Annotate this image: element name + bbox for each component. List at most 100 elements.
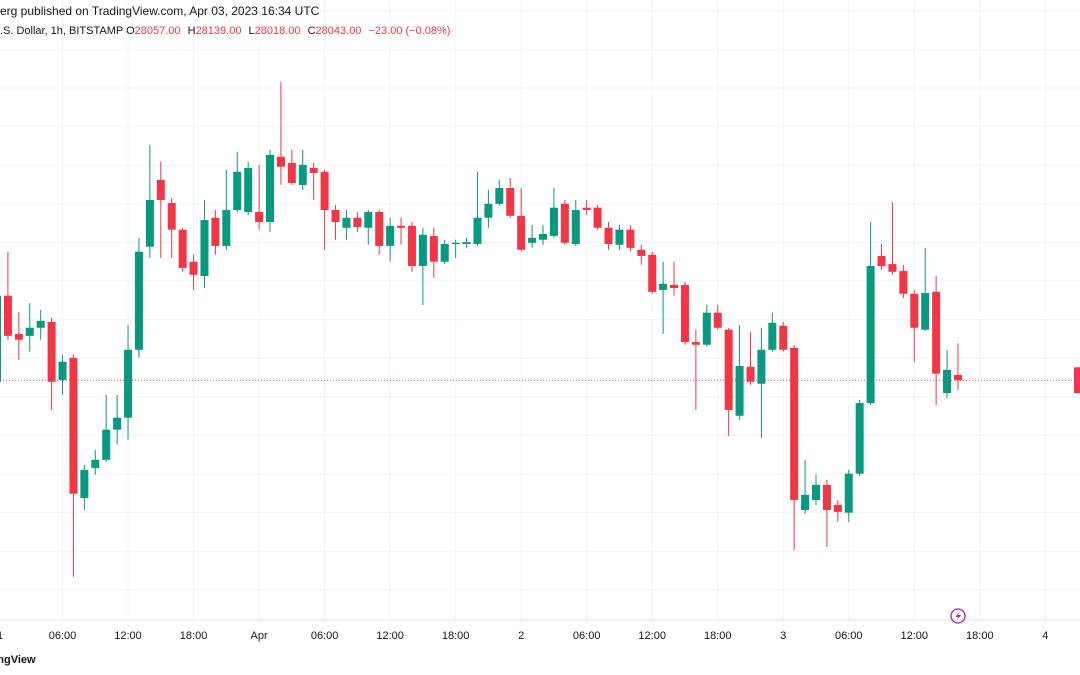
candle-body xyxy=(484,203,493,218)
candle-body xyxy=(779,325,788,350)
candle-body xyxy=(91,459,100,468)
candle-body xyxy=(713,312,722,328)
candle-body xyxy=(331,210,340,222)
symbol: U.S. Dollar, 1h, BITSTAMP xyxy=(0,25,124,37)
candle-body xyxy=(724,329,733,410)
candle-body xyxy=(3,295,12,336)
candle-body xyxy=(768,322,777,350)
candle-body xyxy=(932,291,941,374)
legend: U.S. Dollar, 1h, BITSTAMP O28057.00 H281… xyxy=(0,25,454,37)
x-tick-label: 12:00 xyxy=(901,630,929,642)
high-value: 28139.00 xyxy=(195,25,242,37)
x-tick-label: 18:00 xyxy=(180,630,208,642)
last-price-tag xyxy=(1074,367,1080,394)
candle-body xyxy=(386,225,395,246)
candle-body xyxy=(539,233,547,240)
candle-body xyxy=(866,265,875,404)
watermark: TradingView xyxy=(0,654,36,666)
candle-body xyxy=(943,369,952,394)
close-label: C xyxy=(307,25,316,37)
x-tick-label: 12:00 xyxy=(376,630,404,642)
candle-body xyxy=(702,312,711,345)
candle-body xyxy=(822,484,831,510)
change: −23.00 (−0.08%) xyxy=(368,25,451,37)
close-value: 28043.00 xyxy=(315,25,362,37)
x-tick-label: 12:00 xyxy=(114,630,142,642)
x-tick-label: 31 xyxy=(0,630,3,642)
candle-body xyxy=(113,417,122,430)
candle-body xyxy=(375,211,384,246)
candle-body xyxy=(790,347,799,500)
event-bolt xyxy=(955,611,961,621)
candle-body xyxy=(910,293,919,328)
candle-body xyxy=(659,283,668,290)
candle-body xyxy=(549,207,558,236)
candle-body xyxy=(167,203,176,230)
candle-body xyxy=(156,179,165,200)
candle-body xyxy=(36,320,45,328)
candle-body xyxy=(844,473,853,513)
candle-body xyxy=(735,365,744,416)
candle-body xyxy=(189,261,198,275)
candle-body xyxy=(877,255,886,266)
candle-body xyxy=(47,321,56,382)
x-tick-label: 12:00 xyxy=(638,630,666,642)
candle-body xyxy=(593,207,602,228)
open-label: O xyxy=(126,25,135,37)
candle-body xyxy=(812,484,820,500)
candle-body xyxy=(429,235,438,262)
candle-body xyxy=(680,284,689,343)
candle-body xyxy=(407,225,416,266)
candle-body xyxy=(353,217,362,227)
candle-body xyxy=(582,207,591,211)
candle-body xyxy=(418,234,427,266)
candle-body xyxy=(80,469,89,499)
candle-body xyxy=(495,188,504,204)
candle-body xyxy=(200,220,209,277)
x-tick-label: 18:00 xyxy=(966,630,994,642)
candle-body xyxy=(615,229,624,245)
candle-body xyxy=(560,203,569,243)
candle-body xyxy=(342,217,351,228)
candle-body xyxy=(69,357,78,494)
candle-body xyxy=(266,154,274,222)
candle-body xyxy=(298,164,307,185)
candle-body xyxy=(670,284,679,288)
candle-body xyxy=(440,243,449,262)
candle-body xyxy=(637,249,646,256)
event-icon[interactable] xyxy=(950,608,966,624)
candle-body xyxy=(14,333,23,340)
candle-body xyxy=(604,227,613,244)
candle-body xyxy=(462,242,471,244)
candle-body xyxy=(320,171,329,211)
candle-body xyxy=(244,167,253,212)
x-tick-label: 18:00 xyxy=(442,630,470,642)
high-label: H xyxy=(187,25,196,37)
candle-body xyxy=(528,237,537,243)
candle-body xyxy=(25,327,34,336)
candle-body xyxy=(145,199,154,247)
candle-body xyxy=(899,271,908,294)
candle-body xyxy=(648,254,657,292)
candle-body xyxy=(287,162,296,183)
candle-body xyxy=(888,264,897,272)
candle-body xyxy=(953,374,962,381)
candle-body xyxy=(517,215,526,250)
open-value: 28057.00 xyxy=(134,25,181,37)
byline: erg published on TradingView.com, Apr 03… xyxy=(0,4,320,18)
candle-body xyxy=(255,211,264,222)
candle-body xyxy=(178,229,187,268)
x-tick-label: 4 xyxy=(1042,630,1048,642)
candle-body xyxy=(506,188,515,216)
x-tick-label: 06:00 xyxy=(311,630,339,642)
candle-body xyxy=(801,494,810,510)
candle-body xyxy=(309,167,318,173)
candle-body xyxy=(451,242,460,244)
candle-body xyxy=(211,217,220,246)
candle-body xyxy=(58,361,67,380)
candle-body xyxy=(855,403,864,474)
x-tick-label: 3 xyxy=(780,630,786,642)
candle-body xyxy=(626,229,635,248)
